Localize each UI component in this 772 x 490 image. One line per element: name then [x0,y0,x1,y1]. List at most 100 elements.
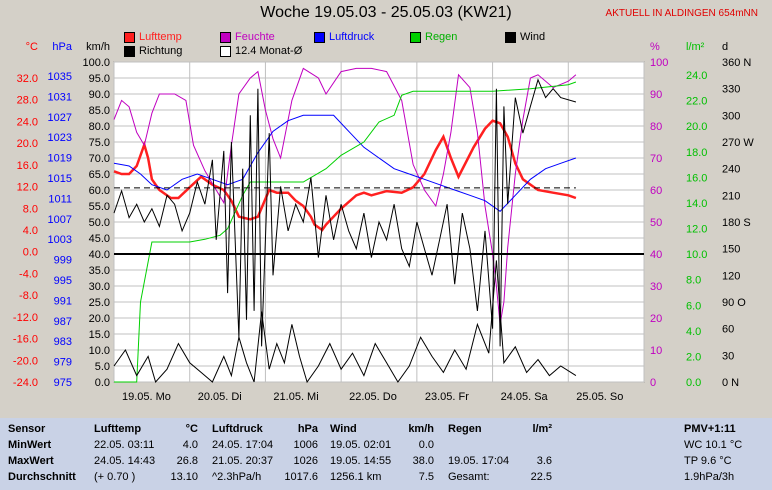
x-tick-label: 22.05. Do [349,391,397,403]
blue-square-icon [314,31,325,43]
tick-label-humidity: 40 [650,249,662,261]
tick-label-rain: 20.0 [686,121,707,133]
series-line-luftdruck [113,114,577,212]
pressure-min-time: 24.05. 17:04 [212,439,274,451]
temp-header: Lufttemp [94,423,142,435]
tick-label-temp: 16.0 [17,160,38,172]
temp-min-time: 22.05. 03:11 [94,439,155,451]
legend-label: Lufttemp [139,31,182,43]
tick-label-direction: 180 S [722,217,751,229]
series-line-richtung [113,78,577,347]
tick-label-rain: 10.0 [686,249,707,261]
tick-label-rain: 22.0 [686,96,707,108]
series-line-feuchte [113,67,577,325]
tick-label-rain: 24.0 [686,70,707,82]
row-label-avg: Durchschnitt [8,471,76,483]
sensor-column: Sensor MinWert MaxWert Durchschnitt [0,418,80,490]
legend-regen: Regen [410,31,457,43]
wind-avg-value: 7.5 [418,471,434,483]
black-square-icon [505,31,516,43]
wind-max-time: 19.05. 14:55 [330,455,392,467]
x-tick-label: 20.05. Di [198,391,242,403]
tick-label-humidity: 90 [650,89,662,101]
tick-label-direction: 210 [722,190,740,202]
tick-label-rain: 16.0 [686,172,707,184]
tick-label-temp: -24.0 [13,377,38,389]
tick-label-humidity: 100 [650,57,668,69]
white-square-icon [220,45,231,57]
tick-label-temp: 4.0 [23,225,38,237]
legend-label: Wind [520,31,546,43]
pressure-max-value: 1026 [293,455,318,467]
tick-label-humidity: 80 [650,121,662,133]
tick-label-rain: 12.0 [686,224,707,236]
tick-label-humidity: 70 [650,153,662,165]
tick-label-pressure: 1019 [48,153,72,165]
chart-title: Woche 19.05.03 - 25.05.03 (KW21) [260,4,512,21]
tick-label-wind: 55.0 [89,201,110,213]
rain-header: Regen [448,423,482,435]
legend-label: Feuchte [235,31,275,43]
tick-label-wind: 85.0 [89,105,110,117]
wind-unit: km/h [408,423,434,435]
temp-trend: (+ 0.70 ) [94,471,136,483]
red-square-icon [124,31,135,43]
tick-label-wind: 75.0 [89,137,110,149]
x-tick-label: 21.05. Mi [273,391,318,403]
wind-max-value: 38.0 [412,455,434,467]
tick-label-wind: 90.0 [89,89,110,101]
tick-label-rain: 0.0 [686,377,701,389]
tick-label-wind: 50.0 [89,217,110,229]
green-square-icon [410,31,421,43]
legend-lufttemp: Lufttemp [124,31,182,43]
pmv-pressure-trend: 1.9hPa/3h [684,471,735,483]
tick-label-pressure: 995 [54,275,72,287]
axis-unit-wind: km/h [86,41,110,53]
pressure-unit: hPa [297,423,318,435]
tick-label-direction: 60 [722,324,734,336]
tick-label-pressure: 1035 [48,71,72,83]
temp-unit: °C [185,423,198,435]
row-label-max: MaxWert [8,455,54,467]
legend-label: Regen [425,31,458,43]
tick-label-wind: 100.0 [82,57,110,69]
tick-label-wind: 10.0 [89,345,110,357]
tick-label-temp: 12.0 [17,182,38,194]
tick-label-pressure: 1015 [48,173,72,185]
tick-label-pressure: 999 [54,255,72,267]
legend-feuchte: Feuchte [220,31,275,43]
tick-label-temp: 24.0 [17,116,38,128]
tick-label-rain: 2.0 [686,351,701,363]
site-label: AKTUELL IN ALDINGEN 654mNN [605,8,758,19]
black-square-icon [124,45,135,57]
tick-label-pressure: 975 [54,377,72,389]
tick-label-wind: 25.0 [89,297,110,309]
axis-unit-humidity: % [650,41,660,53]
tick-label-temp: 28.0 [17,95,38,107]
tick-label-wind: 40.0 [89,249,110,261]
tick-label-temp: 20.0 [17,138,38,150]
wind-min-time: 19.05. 02:01 [330,439,392,451]
tick-label-pressure: 1031 [48,91,72,103]
tick-label-pressure: 1023 [48,132,72,144]
tick-label-pressure: 991 [54,295,72,307]
tick-label-direction: 360 N [722,57,751,69]
temp-column: Lufttemp °C 22.05. 03:11 4.0 24.05. 14:4… [90,418,202,490]
tick-label-direction: 270 W [722,137,754,149]
tick-label-rain: 18.0 [686,147,707,159]
tick-label-pressure: 1027 [48,112,72,124]
rain-total-label: Gesamt: [448,471,490,483]
temp-max-value: 26.8 [176,455,198,467]
tick-label-temp: 32.0 [17,73,38,85]
tick-label-wind: 35.0 [89,265,110,277]
tick-label-wind: 95.0 [89,73,110,85]
rain-max-value: 3.6 [536,455,552,467]
tick-label-direction: 150 [722,244,740,256]
rain-total-value: 22.5 [530,471,552,483]
pmv-header: PMV+1:11 [684,423,736,435]
tick-label-humidity: 0 [650,377,656,389]
tick-label-pressure: 979 [54,357,72,369]
tick-label-humidity: 60 [650,185,662,197]
temp-min-value: 4.0 [182,439,198,451]
pmv-windchill: WC 10.1 °C [684,439,743,451]
